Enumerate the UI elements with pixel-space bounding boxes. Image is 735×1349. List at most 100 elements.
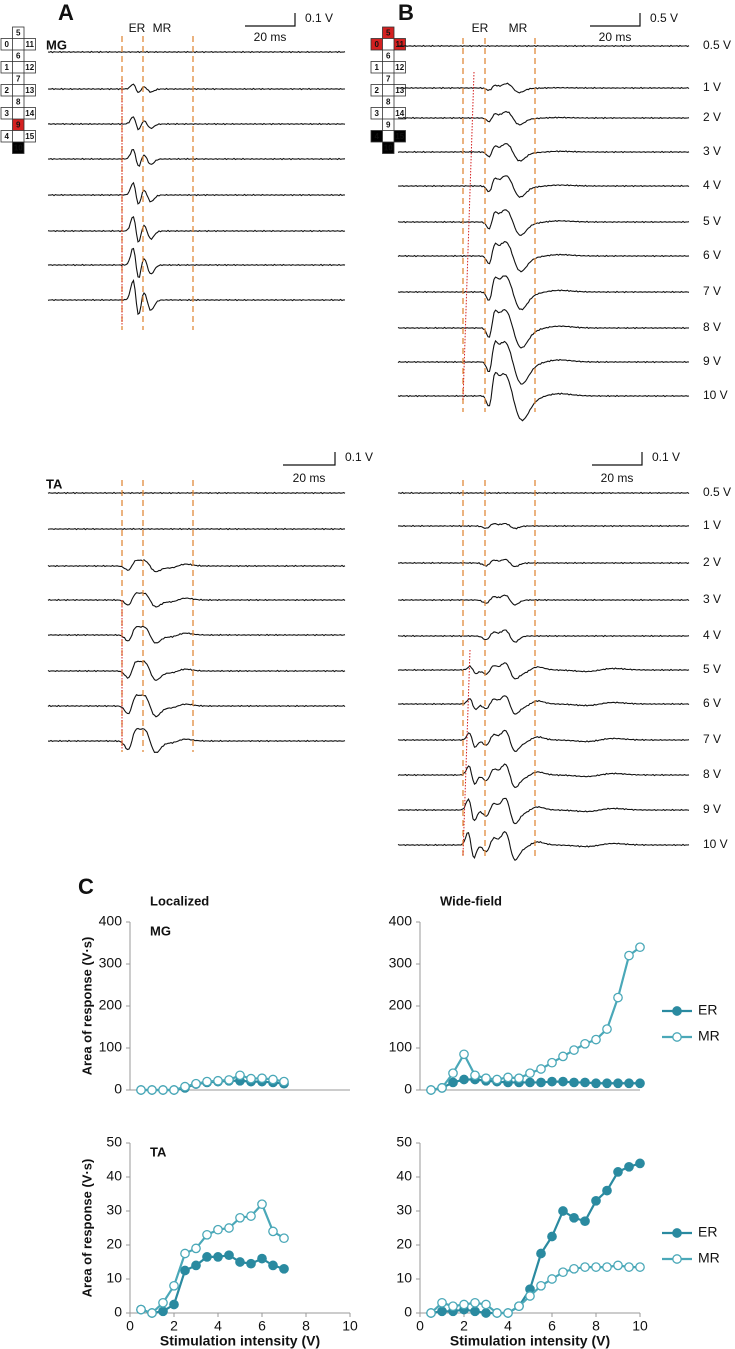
data-point [158,1306,168,1317]
intensity-label: 2 V [703,110,721,124]
electrode [393,38,406,51]
data-point [569,1077,579,1088]
data-point [426,1085,436,1095]
emg-trace [397,695,690,715]
scale-time: 20 ms [599,30,632,44]
electrode-label: 2 [375,86,380,95]
y-tick-label: 30 [106,1202,122,1218]
emg-trace [397,491,690,495]
scale-bar [592,452,643,466]
data-point [591,1195,601,1206]
latency-line [462,71,475,401]
emg-trace [397,110,690,126]
data-point [525,1077,535,1088]
data-point [624,1262,634,1272]
data-point [191,1260,201,1271]
scale-amplitude: 0.1 V [345,450,373,464]
emg-trace [47,527,345,531]
latency-line [462,649,471,856]
x-axis-label: Stimulation intensity (V) [160,1333,320,1349]
data-point [279,1233,289,1244]
column-title: Wide-field [440,893,502,908]
data-point [459,1299,469,1310]
electrode-label: 14 [395,109,404,118]
electrode-label: 12 [25,63,34,72]
y-tick-label: 10 [396,1270,412,1286]
data-point [536,1077,546,1088]
scale-bar [590,13,641,27]
data-point [503,1308,513,1318]
emg-trace [397,729,690,752]
data-point [635,1078,645,1089]
emg-trace [47,247,346,278]
data-point [503,1072,513,1083]
data-point [602,1185,612,1196]
emg-trace [47,491,346,495]
data-point [492,1308,502,1318]
emg-trace [397,339,690,385]
x-tick-label: 0 [126,1318,134,1334]
data-point [180,1081,190,1092]
data-point [569,1212,579,1223]
electrode-label: 8 [16,97,21,106]
data-point [492,1074,502,1085]
data-point [191,1078,201,1089]
data-point [569,1263,579,1274]
y-tick-label: 50 [396,1134,412,1150]
intensity-label: 8 V [703,767,721,781]
intensity-label: 3 V [703,592,721,606]
muscle-label: TA [150,1144,167,1159]
electrode-label: 0 [5,40,10,49]
electrode-label: 10 [384,143,393,152]
intensity-label: 6 V [703,248,721,262]
y-tick-label: 400 [389,913,413,929]
emg-trace [398,594,690,606]
x-tick-label: 8 [302,1318,310,1334]
y-tick-label: 40 [106,1168,122,1184]
electrode-label: 7 [386,74,391,83]
data-point [235,1212,245,1223]
legend-marker [672,1006,682,1016]
data-point [202,1076,212,1087]
panel-label: B [398,0,414,25]
legend-marker [672,1254,682,1264]
window-label: ER [129,21,146,35]
data-point [224,1250,234,1261]
scale-bar [245,13,296,27]
data-point [470,1297,480,1308]
emg-trace [47,50,346,54]
electrode-label: 5 [386,28,391,37]
y-tick-label: 20 [396,1236,412,1252]
muscle-label: TA [46,476,63,491]
y-tick-label: 30 [396,1202,412,1218]
data-point [448,1301,458,1312]
scale-amplitude: 0.5 V [650,11,678,25]
data-point [514,1073,524,1084]
electrode-label: 5 [16,28,21,37]
data-point [613,1167,623,1177]
electrode-label: 15 [25,132,34,141]
data-point [202,1252,212,1262]
electrode [12,95,25,108]
intensity-label: 1 V [703,518,721,532]
electrode [23,38,36,51]
data-point [558,1076,568,1087]
data-point [536,1280,546,1291]
electrode [23,107,36,120]
y-tick-label: 0 [404,1304,412,1320]
electrode [382,95,395,108]
y-tick-label: 200 [389,997,413,1013]
data-point [169,1085,179,1095]
emg-trace [398,82,690,94]
x-tick-label: 6 [258,1318,266,1334]
intensity-label: 4 V [703,628,721,642]
data-point [558,1051,568,1062]
data-point [169,1299,179,1310]
electrode [12,118,25,131]
electrode-label: 6 [386,51,391,60]
emg-trace [397,241,690,273]
electrode [23,61,36,74]
window-label: MR [509,21,528,35]
data-point [635,942,645,953]
intensity-label: 0.5 V [703,38,731,52]
